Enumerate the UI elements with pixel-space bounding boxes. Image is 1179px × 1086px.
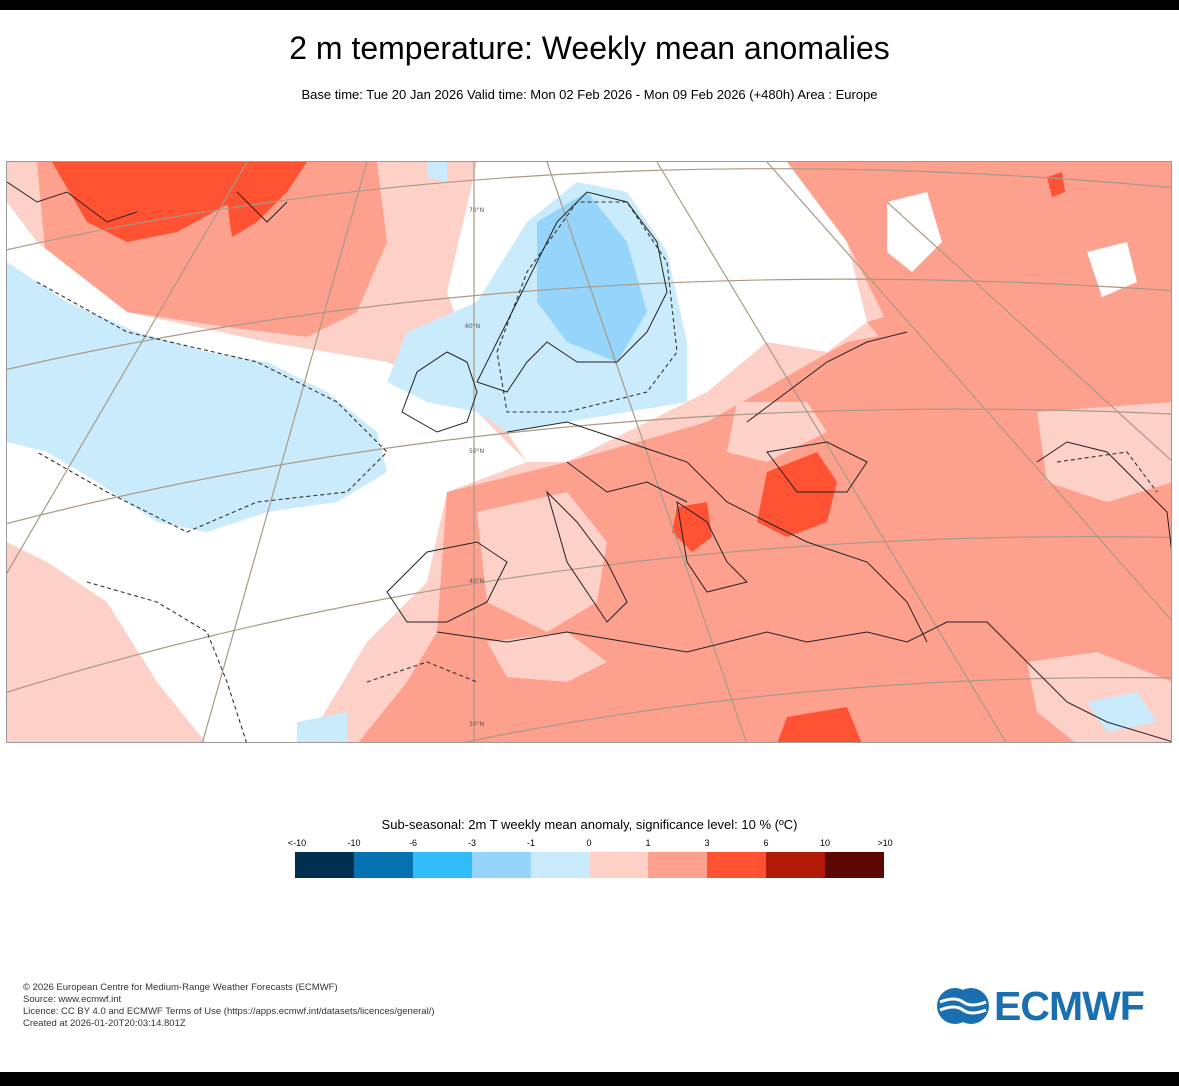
legend-tick: -10	[347, 838, 361, 848]
slight-warm-patches	[477, 402, 1171, 742]
ecmwf-logo[interactable]: ECMWF	[936, 985, 1158, 1027]
lat-label-60: 60°N	[465, 323, 480, 330]
legend-swatch-2	[412, 852, 472, 878]
legend-swatch-6	[648, 852, 708, 878]
coastlines	[7, 181, 1171, 742]
legend-swatch-8	[766, 852, 826, 878]
legend-swatch-0	[295, 852, 354, 878]
source-line[interactable]: Source: www.ecmwf.int	[23, 994, 122, 1005]
legend-tick: 10	[819, 838, 831, 848]
graticule	[7, 162, 1171, 742]
significance-contours	[36, 201, 1158, 742]
legend-tick: -6	[408, 838, 418, 848]
legend-title: Sub-seasonal: 2m T weekly mean anomaly, …	[381, 817, 798, 832]
legend-swatch-5	[589, 852, 649, 878]
legend-tick: -3	[467, 838, 477, 848]
legend-swatch-9	[825, 852, 885, 878]
legend-swatch-1	[353, 852, 413, 878]
color-legend	[295, 852, 885, 878]
legend-swatch-4	[530, 852, 590, 878]
lat-label-30: 30°N	[469, 721, 484, 728]
legend-tick: >10	[877, 838, 893, 848]
legend-tick: 0	[586, 838, 592, 848]
legend-tick: 3	[704, 838, 710, 848]
footer-credits: © 2026 European Centre for Medium-Range …	[23, 982, 435, 1030]
legend-tick: 6	[763, 838, 769, 848]
ecmwf-logo-icon	[937, 988, 989, 1024]
chart-subtitle: Base time: Tue 20 Jan 2026 Valid time: M…	[301, 87, 878, 102]
lat-label-40: 40°N	[469, 578, 484, 585]
cold-anomaly-areas	[7, 162, 1157, 742]
licence-line[interactable]: Licence: CC BY 4.0 and ECMWF Terms of Us…	[23, 1006, 435, 1017]
legend-swatch-3	[471, 852, 531, 878]
legend-swatch-7	[707, 852, 767, 878]
ecmwf-logo-text: ECMWF	[994, 983, 1145, 1029]
copyright-line: © 2026 European Centre for Medium-Range …	[23, 982, 338, 993]
legend-tick: -1	[526, 838, 536, 848]
bottom-border	[0, 1072, 1179, 1086]
legend-tick: 1	[645, 838, 651, 848]
chart-title: 2 m temperature: Weekly mean anomalies	[289, 30, 890, 66]
legend-tick: <-10	[287, 838, 307, 848]
strong-warm-anomaly-areas	[52, 162, 1065, 742]
anomaly-map[interactable]: 70°N 60°N 50°N 40°N 30°N	[6, 161, 1172, 743]
map-canvas: 70°N 60°N 50°N 40°N 30°N	[7, 162, 1171, 742]
latitude-labels: 70°N 60°N 50°N 40°N 30°N	[465, 207, 484, 728]
lat-label-50: 50°N	[469, 448, 484, 455]
lat-label-70: 70°N	[469, 207, 484, 214]
top-border	[0, 0, 1179, 10]
created-line: Created at 2026-01-20T20:03:14.801Z	[23, 1018, 186, 1029]
